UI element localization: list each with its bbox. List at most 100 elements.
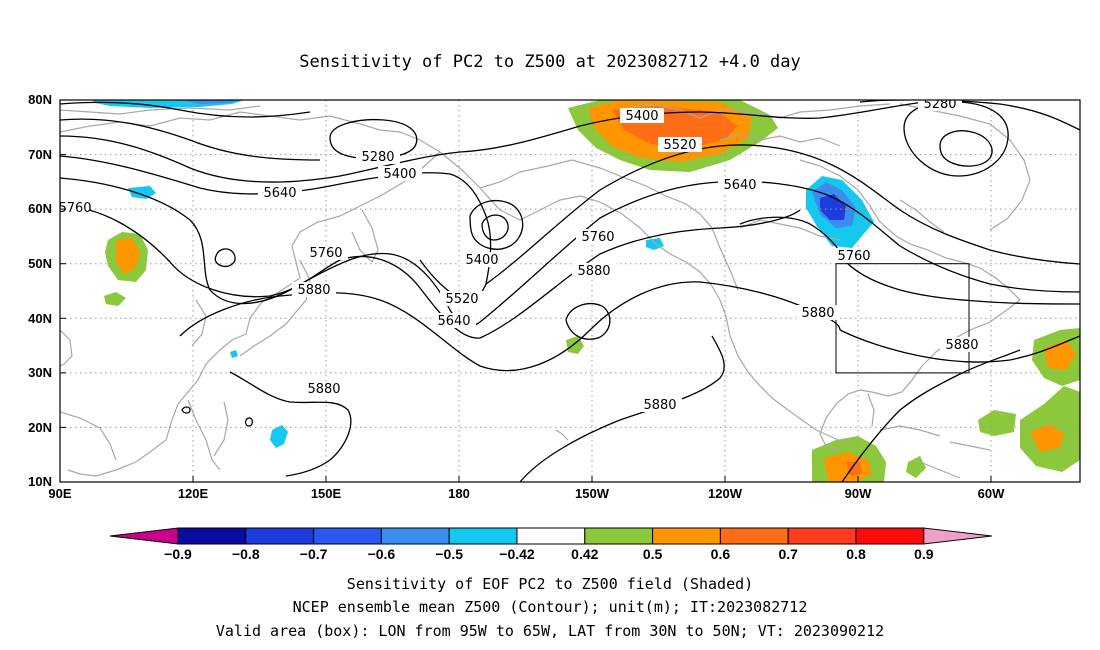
- colorbar-tick-label: −0.42: [499, 546, 535, 562]
- shade-positive-asia-2: [104, 292, 126, 306]
- contour-5880-east: [839, 329, 1080, 363]
- caption-contour: NCEP ensemble mean Z500 (Contour); unit(…: [293, 598, 808, 616]
- svg-text:5400: 5400: [383, 167, 416, 182]
- contour-label-5880-asia: 5880: [292, 282, 336, 298]
- colorbar-box: [245, 527, 315, 545]
- colorbar-tick-label: 0.5: [643, 546, 663, 562]
- contour-label-5760-west: 5760: [60, 200, 92, 216]
- lon-label-180: 180: [448, 486, 470, 501]
- svg-text:5640: 5640: [723, 178, 756, 193]
- contour-label-5400-alaska: 5400: [620, 108, 664, 124]
- contour-label-5280-greenland: 5280: [918, 97, 962, 112]
- caption-shading: Sensitivity of EOF PC2 to Z500 field (Sh…: [347, 575, 753, 593]
- contour-tiny-2: [244, 417, 254, 427]
- colorbar-tick-label: −0.7: [300, 546, 328, 562]
- colorbar-tick-label: 0.8: [846, 546, 866, 562]
- svg-text:5520: 5520: [445, 292, 478, 307]
- contour-label-5640-pacific: 5640: [432, 313, 476, 329]
- shade-positive-atlantic-3: [978, 410, 1016, 436]
- figure-title: Sensitivity of PC2 to Z500 at 2023082712…: [299, 52, 801, 72]
- shade-positive-atlantic-2-core: [1030, 424, 1064, 452]
- svg-text:5880: 5880: [945, 338, 978, 353]
- contour-label-5880-us: 5880: [796, 305, 840, 321]
- colorbar-tick-label: 0.6: [711, 546, 731, 562]
- svg-text:5400: 5400: [625, 109, 658, 124]
- svg-text:5640: 5640: [437, 314, 470, 329]
- svg-text:5400: 5400: [465, 253, 498, 268]
- contour-small-asia: [214, 248, 236, 268]
- lon-label-120e: 120E: [178, 486, 209, 501]
- colorbar-tick-label: 0.7: [778, 546, 798, 562]
- contour-label-5880-pacific: 5880: [572, 263, 616, 279]
- contour-5280-greenland-inner: [939, 130, 993, 167]
- contour-5280-siberia: [329, 118, 418, 160]
- colorbar-tick-label: 0.9: [914, 546, 934, 562]
- svg-text:5880: 5880: [297, 283, 330, 298]
- contour-label-5280-siberia: 5280: [356, 149, 400, 165]
- svg-text:5760: 5760: [581, 230, 614, 245]
- lat-label-70n: 70N: [28, 147, 52, 162]
- contour-label-5640-canada: 5640: [718, 177, 762, 193]
- lat-label-20n: 20N: [28, 420, 52, 435]
- colorbar-box: [584, 527, 654, 545]
- colorbar-box: [313, 527, 382, 545]
- colorbar-box: [787, 527, 857, 545]
- colorbar-box: [380, 527, 450, 545]
- colorbar-box: [516, 527, 586, 545]
- svg-text:5880: 5880: [801, 306, 834, 321]
- shade-negative-spot-4: [230, 350, 238, 358]
- contour-top-3: [859, 100, 1080, 131]
- lat-label-40n: 40N: [28, 311, 52, 326]
- shade-negative-spot-1: [128, 186, 156, 199]
- contour-label-5520-pacific: 5520: [440, 291, 484, 307]
- lon-label-120w: 120W: [708, 486, 743, 501]
- svg-text:5280: 5280: [923, 97, 956, 112]
- lon-label-90e: 90E: [48, 486, 71, 501]
- contour-tiny-1: [181, 406, 191, 414]
- lon-label-150e: 150E: [311, 486, 342, 501]
- caption-valid-area: Valid area (box): LON from 95W to 65W, L…: [216, 622, 884, 640]
- map-panel: 5280 5280 5400 5400 5400 5520 5520 5640 …: [28, 92, 1081, 501]
- lat-label-60n: 60N: [28, 201, 52, 216]
- shade-negative-spot-3: [270, 425, 288, 448]
- colorbar-arrow-low: [109, 527, 179, 545]
- contour-low-dateline-inner: [481, 214, 509, 241]
- svg-text:5880: 5880: [643, 398, 676, 413]
- contour-5760: [60, 205, 801, 339]
- lat-label-80n: 80N: [28, 92, 52, 107]
- colorbar-tick-label: 0.42: [571, 546, 598, 562]
- shade-positive-caribbean: [906, 456, 926, 478]
- contour-5760-east: [739, 216, 1080, 305]
- map-frame: [59, 99, 1081, 483]
- colorbar-box: [652, 527, 721, 545]
- contour-5880-gulf: [841, 349, 1021, 482]
- contour-top-1: [60, 101, 311, 118]
- colorbar-box: [177, 527, 247, 545]
- contour-label-5400-dateline: 5400: [460, 252, 504, 268]
- contour-label-5880-atlantic: 5880: [940, 337, 984, 353]
- contour-label-5760-asia: 5760: [304, 245, 348, 261]
- shade-positive-asia-core: [116, 238, 140, 274]
- lon-label-60w: 60W: [978, 486, 1005, 501]
- svg-text:5760: 5760: [837, 249, 870, 264]
- contour-label-5880-tropics-east: 5880: [638, 397, 682, 413]
- colorbar-box: [855, 527, 925, 545]
- svg-text:5880: 5880: [307, 382, 340, 397]
- svg-text:5880: 5880: [577, 264, 610, 279]
- contour-low-dateline: [469, 199, 524, 250]
- colorbar-box: [719, 527, 789, 545]
- colorbar-box: [448, 527, 518, 545]
- contour-5640: [60, 177, 1080, 327]
- lat-label-50n: 50N: [28, 256, 52, 271]
- svg-text:5640: 5640: [263, 186, 296, 201]
- svg-text:5760: 5760: [309, 246, 342, 261]
- contour-label-5880-tropics-west: 5880: [302, 381, 346, 397]
- svg-text:5520: 5520: [663, 138, 696, 153]
- axis-ticks: [60, 99, 992, 482]
- contour-5400: [60, 100, 941, 183]
- longitude-labels: 90E 120E 150E 180 150W 120W 90W 60W: [48, 486, 1005, 501]
- contour-5520-east: [485, 144, 1080, 285]
- colorbar-tick-label: −0.6: [368, 546, 396, 562]
- svg-text:5280: 5280: [361, 150, 394, 165]
